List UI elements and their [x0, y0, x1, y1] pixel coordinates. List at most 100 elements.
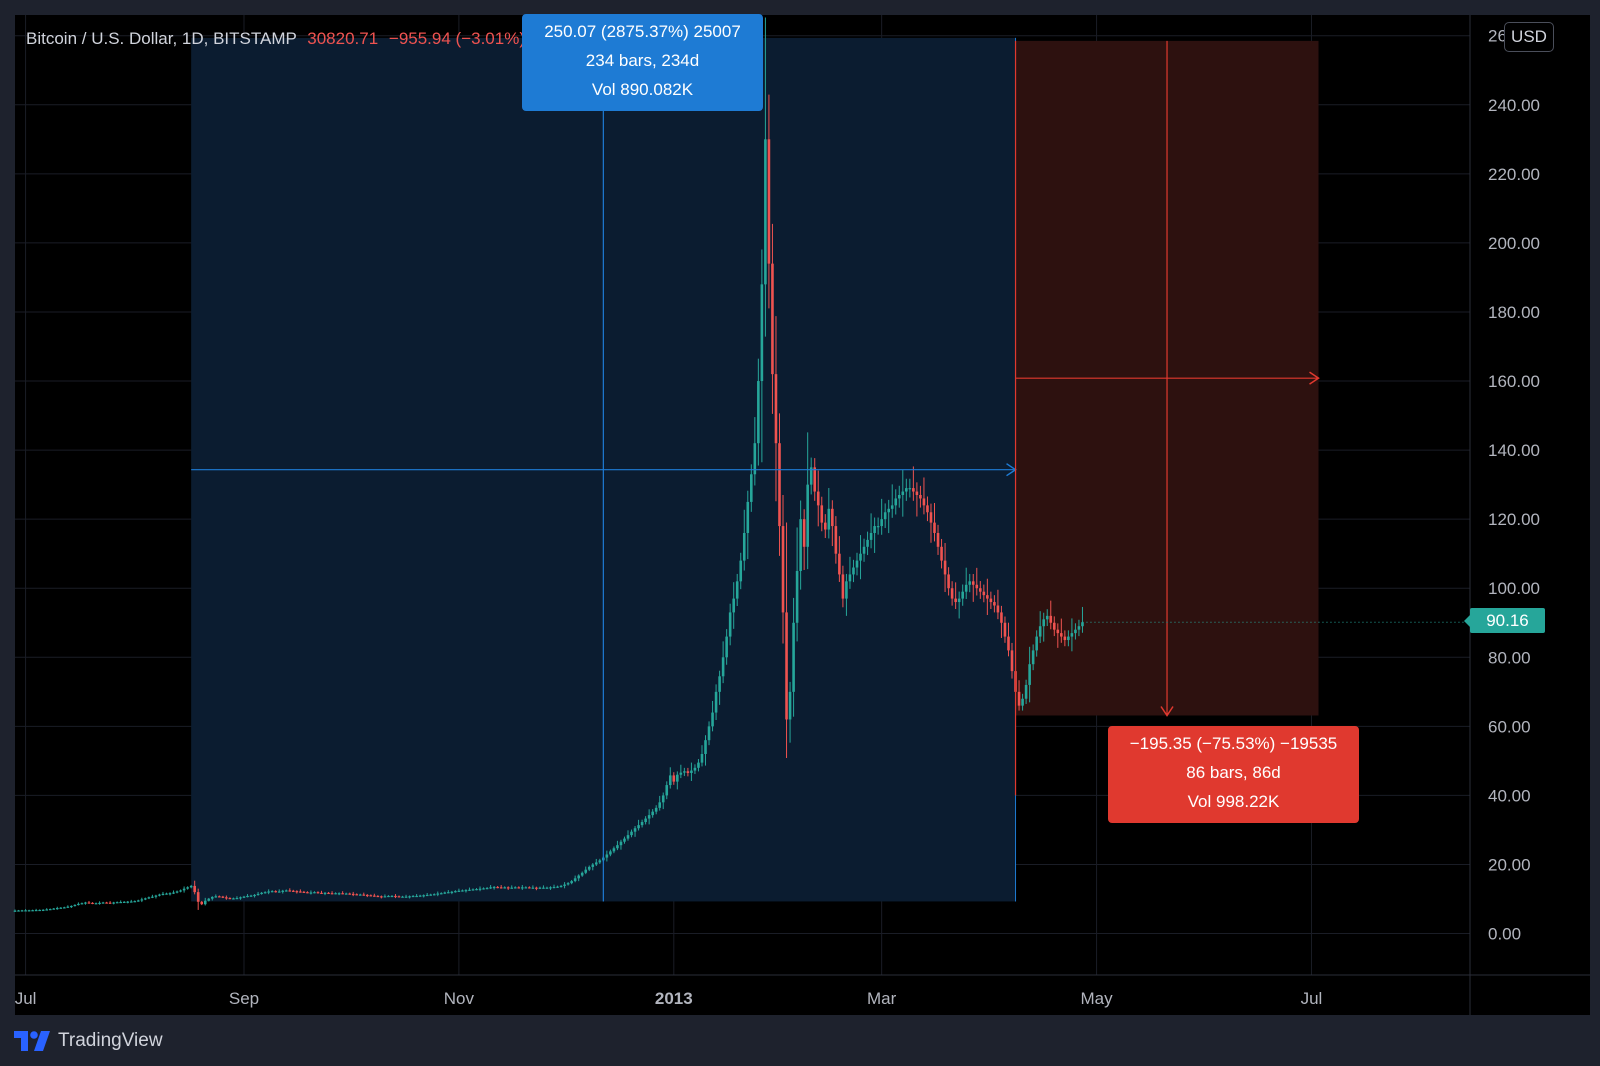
candle-body: [129, 901, 133, 903]
candle-body: [161, 893, 165, 896]
candle-body: [80, 903, 84, 905]
candle-body: [901, 491, 905, 495]
candle-body: [59, 907, 63, 909]
candle-body: [404, 896, 408, 898]
candle-body: [936, 532, 940, 547]
candle-body: [387, 895, 390, 898]
candle-body: [17, 910, 20, 912]
candle-body: [471, 889, 475, 891]
symbol-title: Bitcoin / U.S. Dollar, 1D, BITSTAMP: [26, 29, 297, 48]
candle-body: [115, 902, 119, 904]
candle-body: [714, 691, 718, 713]
candle-body: [806, 484, 809, 547]
candle-body: [563, 884, 566, 886]
candle-body: [598, 860, 602, 863]
candle-body: [330, 893, 334, 895]
candle-body: [1021, 698, 1024, 706]
candle-body: [651, 811, 654, 816]
candle-body: [827, 508, 831, 530]
candle-body: [439, 893, 443, 895]
candle-body: [947, 574, 950, 589]
candle-body: [362, 894, 366, 896]
candle-body: [288, 890, 292, 892]
candle-body: [401, 896, 404, 898]
y-tick-label: 20.00: [1488, 855, 1531, 874]
last-price: 30820.71: [307, 29, 379, 48]
candle-body: [764, 139, 767, 285]
candle-body: [933, 522, 936, 533]
candle-body: [704, 740, 707, 754]
y-tick-label: 60.00: [1488, 717, 1531, 736]
candle-body: [676, 774, 679, 782]
candle-body: [929, 512, 933, 523]
candle-body: [140, 899, 144, 901]
candle-body: [13, 910, 17, 912]
brand[interactable]: TradingView: [14, 1027, 163, 1055]
candle-body: [683, 771, 686, 773]
candle-body: [246, 895, 249, 898]
candle-body: [108, 902, 112, 904]
candle-body: [475, 889, 478, 891]
candle-body: [144, 898, 147, 900]
candle-body: [665, 785, 669, 796]
candle-body: [154, 895, 158, 897]
x-tick-label: Jul: [1301, 989, 1323, 1008]
candle-body: [922, 498, 926, 506]
candle-body: [742, 532, 746, 561]
candle-body: [887, 508, 891, 513]
candle-body: [950, 588, 954, 599]
candle-body: [792, 622, 795, 692]
candle-body: [499, 887, 503, 889]
y-tick-label: 180.00: [1488, 303, 1540, 322]
candle-body: [816, 491, 820, 506]
candle-body: [151, 896, 154, 898]
candle-body: [855, 560, 859, 568]
candle-body: [1063, 636, 1067, 641]
candle-body: [577, 875, 580, 879]
candle-body: [919, 495, 922, 499]
candle-body: [249, 895, 253, 897]
candle-body: [609, 851, 612, 855]
candle-body: [422, 895, 425, 897]
candle-body: [690, 770, 693, 773]
tradingview-logo-icon: [14, 1031, 50, 1051]
candle-body: [203, 900, 207, 905]
candle-body: [263, 892, 267, 894]
candle-body: [535, 887, 538, 889]
candle-body: [940, 546, 943, 561]
candle-body: [464, 890, 468, 892]
candle-body: [580, 872, 584, 876]
currency-button[interactable]: USD: [1504, 22, 1554, 52]
candle-body: [503, 887, 506, 889]
candle-body: [986, 595, 989, 599]
candle-body: [425, 894, 429, 897]
candle-body: [517, 887, 521, 889]
candle-body: [802, 519, 806, 547]
candle-body: [337, 893, 341, 895]
candle-body: [295, 891, 299, 893]
candle-body: [24, 910, 27, 912]
y-tick-label: 0.00: [1488, 925, 1521, 944]
candle-body: [496, 886, 499, 889]
candle-body: [274, 891, 278, 893]
candle-body: [915, 491, 919, 495]
y-tick-label: 220.00: [1488, 165, 1540, 184]
candle-body: [845, 581, 848, 599]
candle-body: [232, 898, 235, 900]
candle-body: [221, 896, 225, 898]
candle-body: [883, 512, 887, 520]
candle-body: [834, 526, 838, 554]
candle-body: [679, 772, 683, 775]
candle-body: [119, 901, 122, 904]
candle-body: [77, 903, 80, 906]
candle-body: [126, 901, 130, 903]
candle-body: [309, 892, 313, 894]
candle-body: [376, 895, 380, 898]
candle-body: [98, 902, 101, 905]
candle-body: [686, 771, 690, 773]
candle-body: [73, 904, 77, 907]
measure-down-bars: 86 bars, 86d: [1186, 763, 1281, 782]
candle-body: [66, 906, 70, 908]
